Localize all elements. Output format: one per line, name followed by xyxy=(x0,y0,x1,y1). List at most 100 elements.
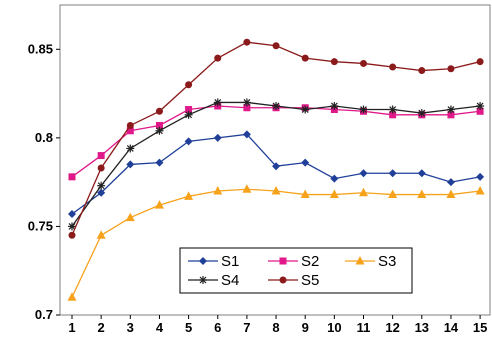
series-s4 xyxy=(68,98,485,231)
data-point xyxy=(243,38,251,46)
x-tick-label: 6 xyxy=(214,320,221,335)
y-tick-label: 0.7 xyxy=(35,307,53,322)
data-point xyxy=(97,181,106,190)
data-point xyxy=(155,158,164,167)
data-point xyxy=(355,256,365,265)
data-point xyxy=(272,162,281,171)
data-point xyxy=(271,186,281,195)
data-point xyxy=(68,210,76,219)
data-point xyxy=(279,276,287,284)
x-tick-label: 15 xyxy=(473,320,487,335)
x-tick-label: 2 xyxy=(98,320,105,335)
data-point xyxy=(185,81,193,89)
legend-item-s2: S2 xyxy=(268,253,319,270)
data-point xyxy=(447,111,455,119)
data-point xyxy=(360,59,367,67)
data-point xyxy=(301,54,309,62)
data-point xyxy=(389,63,397,71)
data-point xyxy=(185,106,193,114)
data-point xyxy=(417,169,426,178)
legend-label: S5 xyxy=(301,272,319,289)
data-point xyxy=(447,65,455,73)
x-tick-label: 1 xyxy=(68,320,75,335)
data-point xyxy=(242,98,251,107)
data-point xyxy=(417,189,427,199)
data-point xyxy=(184,137,193,146)
data-point xyxy=(68,173,76,181)
data-point xyxy=(243,104,251,112)
data-point xyxy=(199,257,207,265)
legend-label: S2 xyxy=(301,253,319,270)
legend-item-s4: S4 xyxy=(188,272,239,289)
data-point xyxy=(388,189,398,199)
data-point xyxy=(214,54,222,62)
data-point xyxy=(126,127,134,135)
legend-item-s1: S1 xyxy=(188,253,239,270)
series-layer xyxy=(67,38,485,301)
data-point xyxy=(389,111,397,119)
data-point xyxy=(300,189,310,199)
data-point xyxy=(213,186,223,195)
x-tick-label: 11 xyxy=(357,320,371,335)
x-axis: 1 2 3 4 5 6 7 8 9 10 11 12 13 14 15 xyxy=(68,315,487,335)
data-point xyxy=(97,188,106,197)
legend-box xyxy=(179,247,413,294)
y-tick-label: 0.85 xyxy=(28,41,53,56)
series-s3 xyxy=(67,184,485,301)
data-point xyxy=(67,292,77,301)
data-point xyxy=(279,257,287,265)
x-tick-label: 10 xyxy=(327,320,341,335)
data-point xyxy=(97,152,105,160)
y-tick-label: 0.8 xyxy=(35,130,53,145)
legend-label: S1 xyxy=(221,253,239,270)
series-s5 xyxy=(68,38,484,239)
x-tick-label: 9 xyxy=(302,320,309,335)
x-tick-label: 7 xyxy=(243,320,250,335)
data-point xyxy=(446,178,455,187)
x-tick-label: 14 xyxy=(444,320,459,335)
data-point xyxy=(184,191,194,200)
series-s1 xyxy=(68,130,485,219)
data-point xyxy=(242,184,252,193)
data-point xyxy=(446,105,455,114)
data-point xyxy=(126,160,135,169)
data-point xyxy=(475,186,485,195)
y-axis: 0.7 0.75 0.8 0.85 xyxy=(28,41,60,322)
data-point xyxy=(476,58,484,66)
data-point xyxy=(155,121,163,129)
data-point xyxy=(213,133,222,142)
legend-label: S4 xyxy=(221,272,239,289)
data-point xyxy=(359,169,368,178)
data-point xyxy=(184,110,193,119)
x-tick-label: 12 xyxy=(385,320,399,335)
data-point xyxy=(330,174,339,183)
data-point xyxy=(213,98,222,107)
data-point xyxy=(68,231,76,239)
data-point xyxy=(418,67,426,75)
legend-item-s5: S5 xyxy=(268,272,319,289)
data-point xyxy=(155,107,163,115)
data-point xyxy=(242,130,251,139)
data-point xyxy=(301,158,310,167)
data-point xyxy=(126,144,135,153)
data-point xyxy=(68,222,76,231)
data-point xyxy=(272,101,281,110)
legend-item-s3: S3 xyxy=(345,253,396,270)
x-tick-label: 3 xyxy=(127,320,134,335)
data-point xyxy=(272,42,280,50)
data-point xyxy=(388,105,397,114)
data-point xyxy=(301,105,310,114)
data-point xyxy=(359,105,368,114)
data-point xyxy=(199,276,207,284)
x-tick-label: 4 xyxy=(156,320,164,335)
data-point xyxy=(476,172,485,181)
legend: S1 S2 S3 S4 S5 xyxy=(179,247,413,294)
x-tick-label: 13 xyxy=(415,320,429,335)
data-point xyxy=(125,212,135,222)
data-point xyxy=(476,107,484,115)
y-tick-label: 0.75 xyxy=(28,218,53,233)
data-point xyxy=(126,121,134,129)
x-tick-label: 5 xyxy=(185,320,192,335)
